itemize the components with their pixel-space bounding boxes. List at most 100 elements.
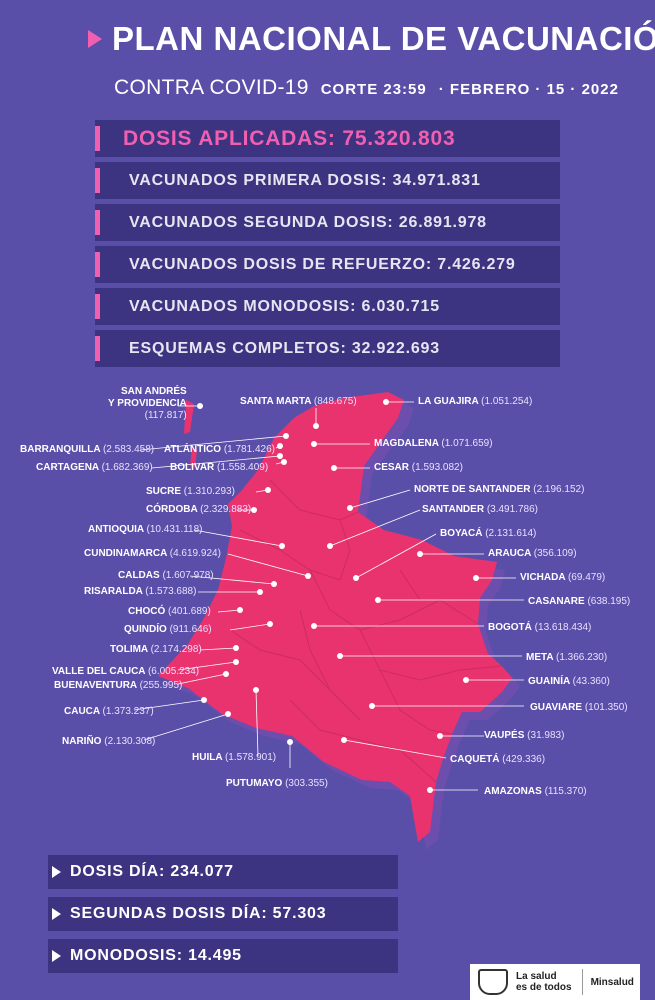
dept-value: (356.109) [533,548,577,559]
label-cordoba: CÓRDOBA (2.329.883) [146,504,251,516]
dot-santa-marta [313,423,319,429]
dept-value: (31.983) [527,730,565,741]
label-quindio: QUINDÍO (911.646) [124,624,212,636]
dept-name: NORTE DE SANTANDER [414,484,531,495]
dept-name: ANTIOQUIA [88,524,144,535]
label-cundinamarca: CUNDINAMARCA (4.619.924) [84,548,221,560]
white-triangle-icon [52,950,61,962]
dept-name: RISARALDA [84,586,143,597]
label-la-guajira: LA GUAJIRA (1.051.254) [418,396,532,408]
label-santander: SANTANDER (3.491.786) [422,504,538,516]
dot-caqueta [341,737,347,743]
label-tolima: TOLIMA (2.174.298) [110,644,202,656]
dot-meta [337,653,343,659]
dept-value: (1.366.230) [556,652,608,663]
daily-label: SEGUNDAS DOSIS DÍA: 57.303 [70,905,327,922]
dot-caldas [271,581,277,587]
slogan-line2: es de todos [516,982,572,993]
dot-choco [237,607,243,613]
dept-name: QUINDÍO [124,624,167,635]
dept-value: (2.196.152) [533,484,585,495]
dept-value: (1.051.254) [481,396,533,407]
dept-value: (4.619.924) [169,548,221,559]
dept-value: (117.817) [144,410,187,421]
dept-value: (1.310.293) [183,486,235,497]
white-triangle-icon [52,908,61,920]
dot-barranquilla [283,433,289,439]
dot-vichada [473,575,479,581]
dot-bogota [311,623,317,629]
dept-name: SAN ANDRÉS Y PROVIDENCIA [108,386,187,409]
label-casanare: CASANARE (638.195) [528,596,630,608]
dept-name: MAGDALENA [374,438,439,449]
dept-value: (1.573.688) [145,586,197,597]
dot-casanare [375,597,381,603]
dept-value: (1.373.237) [102,706,154,717]
dept-name: CARTAGENA [36,462,99,473]
dot-norte-santander [347,505,353,511]
subtitle-covid: CONTRA COVID-19 [114,76,309,99]
dot-cartagena [277,453,283,459]
stat-label: VACUNADOS MONODOSIS: 6.030.715 [129,297,440,315]
subtitle-date: · FEBRERO · 15 · 2022 [438,81,619,98]
dept-name: GUAVIARE [530,702,583,713]
label-huila: HUILA (1.578.901) [192,752,276,764]
stat-primera-dosis: VACUNADOS PRIMERA DOSIS: 34.971.831 [95,162,560,199]
dept-value: (2.583.458) [102,444,155,455]
dot-cordoba [251,507,257,513]
dept-name: CUNDINAMARCA [84,548,167,559]
dot-arauca [417,551,423,557]
label-antioquia: ANTIOQUIA (10.431.118) [88,524,203,536]
dept-name: VICHADA [520,572,566,583]
dot-bolivar [281,459,287,465]
white-triangle-icon [52,866,61,878]
dept-name: LA GUAJIRA [418,396,479,407]
stat-refuerzo: VACUNADOS DOSIS DE REFUERZO: 7.426.279 [95,246,560,283]
dept-value: (2.131.614) [485,528,537,539]
dept-name: ATLÁNTICO [164,444,222,455]
stat-segunda-dosis: VACUNADOS SEGUNDA DOSIS: 26.891.978 [95,204,560,241]
dot-cesar [331,465,337,471]
dept-value: (429.336) [502,754,546,765]
dept-name: CALDAS [118,570,160,581]
dept-value: (1.682.369) [101,462,153,473]
dept-name: TOLIMA [110,644,148,655]
dept-name: BOGOTÁ [488,622,532,633]
dept-name: CHOCÓ [128,606,166,617]
dept-value: (1.781.426) [223,444,275,455]
dept-name: BOLIVAR [170,462,215,473]
dot-putumayo [287,739,293,745]
label-bogota: BOGOTÁ (13.618.434) [488,622,591,634]
label-choco: CHOCÓ (401.689) [128,606,211,618]
label-meta: META (1.366.230) [526,652,607,664]
dept-name: BUENAVENTURA [54,680,137,691]
dept-value: (303.355) [285,778,328,789]
dot-magdalena [311,441,317,447]
dept-value: (1.593.082) [411,462,463,473]
footer-logo: La salud es de todos Minsalud [470,964,640,1000]
label-guaviare: GUAVIARE (101.350) [530,702,628,714]
dot-santander [327,543,333,549]
dot-boyaca [353,575,359,581]
colombia-map: SAN ANDRÉS Y PROVIDENCIA (117.817) SANTA… [0,370,655,870]
dept-name: SANTA MARTA [240,396,312,407]
label-norte-santander: NORTE DE SANTANDER (2.196.152) [414,484,584,496]
dept-value: (1.558.409) [217,462,269,473]
dot-tolima [233,645,239,651]
label-cesar: CESAR (1.593.082) [374,462,463,474]
dept-name: PUTUMAYO [226,778,283,789]
dot-valle [233,659,239,665]
label-cartagena: CARTAGENA (1.682.369) [36,462,153,474]
footer-divider [581,969,583,995]
coat-of-arms-icon [478,969,508,995]
dept-name: CESAR [374,462,410,473]
dot-vaupes [437,733,443,739]
ministry-name: Minsalud [590,976,634,988]
dot-risaralda [257,589,263,595]
label-san-andres: SAN ANDRÉS Y PROVIDENCIA (117.817) [108,386,187,422]
dept-name: META [526,652,554,663]
dept-value: (2.130.308) [104,736,156,747]
dot-san-andres [197,403,203,409]
dot-la-guajira [383,399,389,405]
dept-name: HUILA [192,752,223,763]
